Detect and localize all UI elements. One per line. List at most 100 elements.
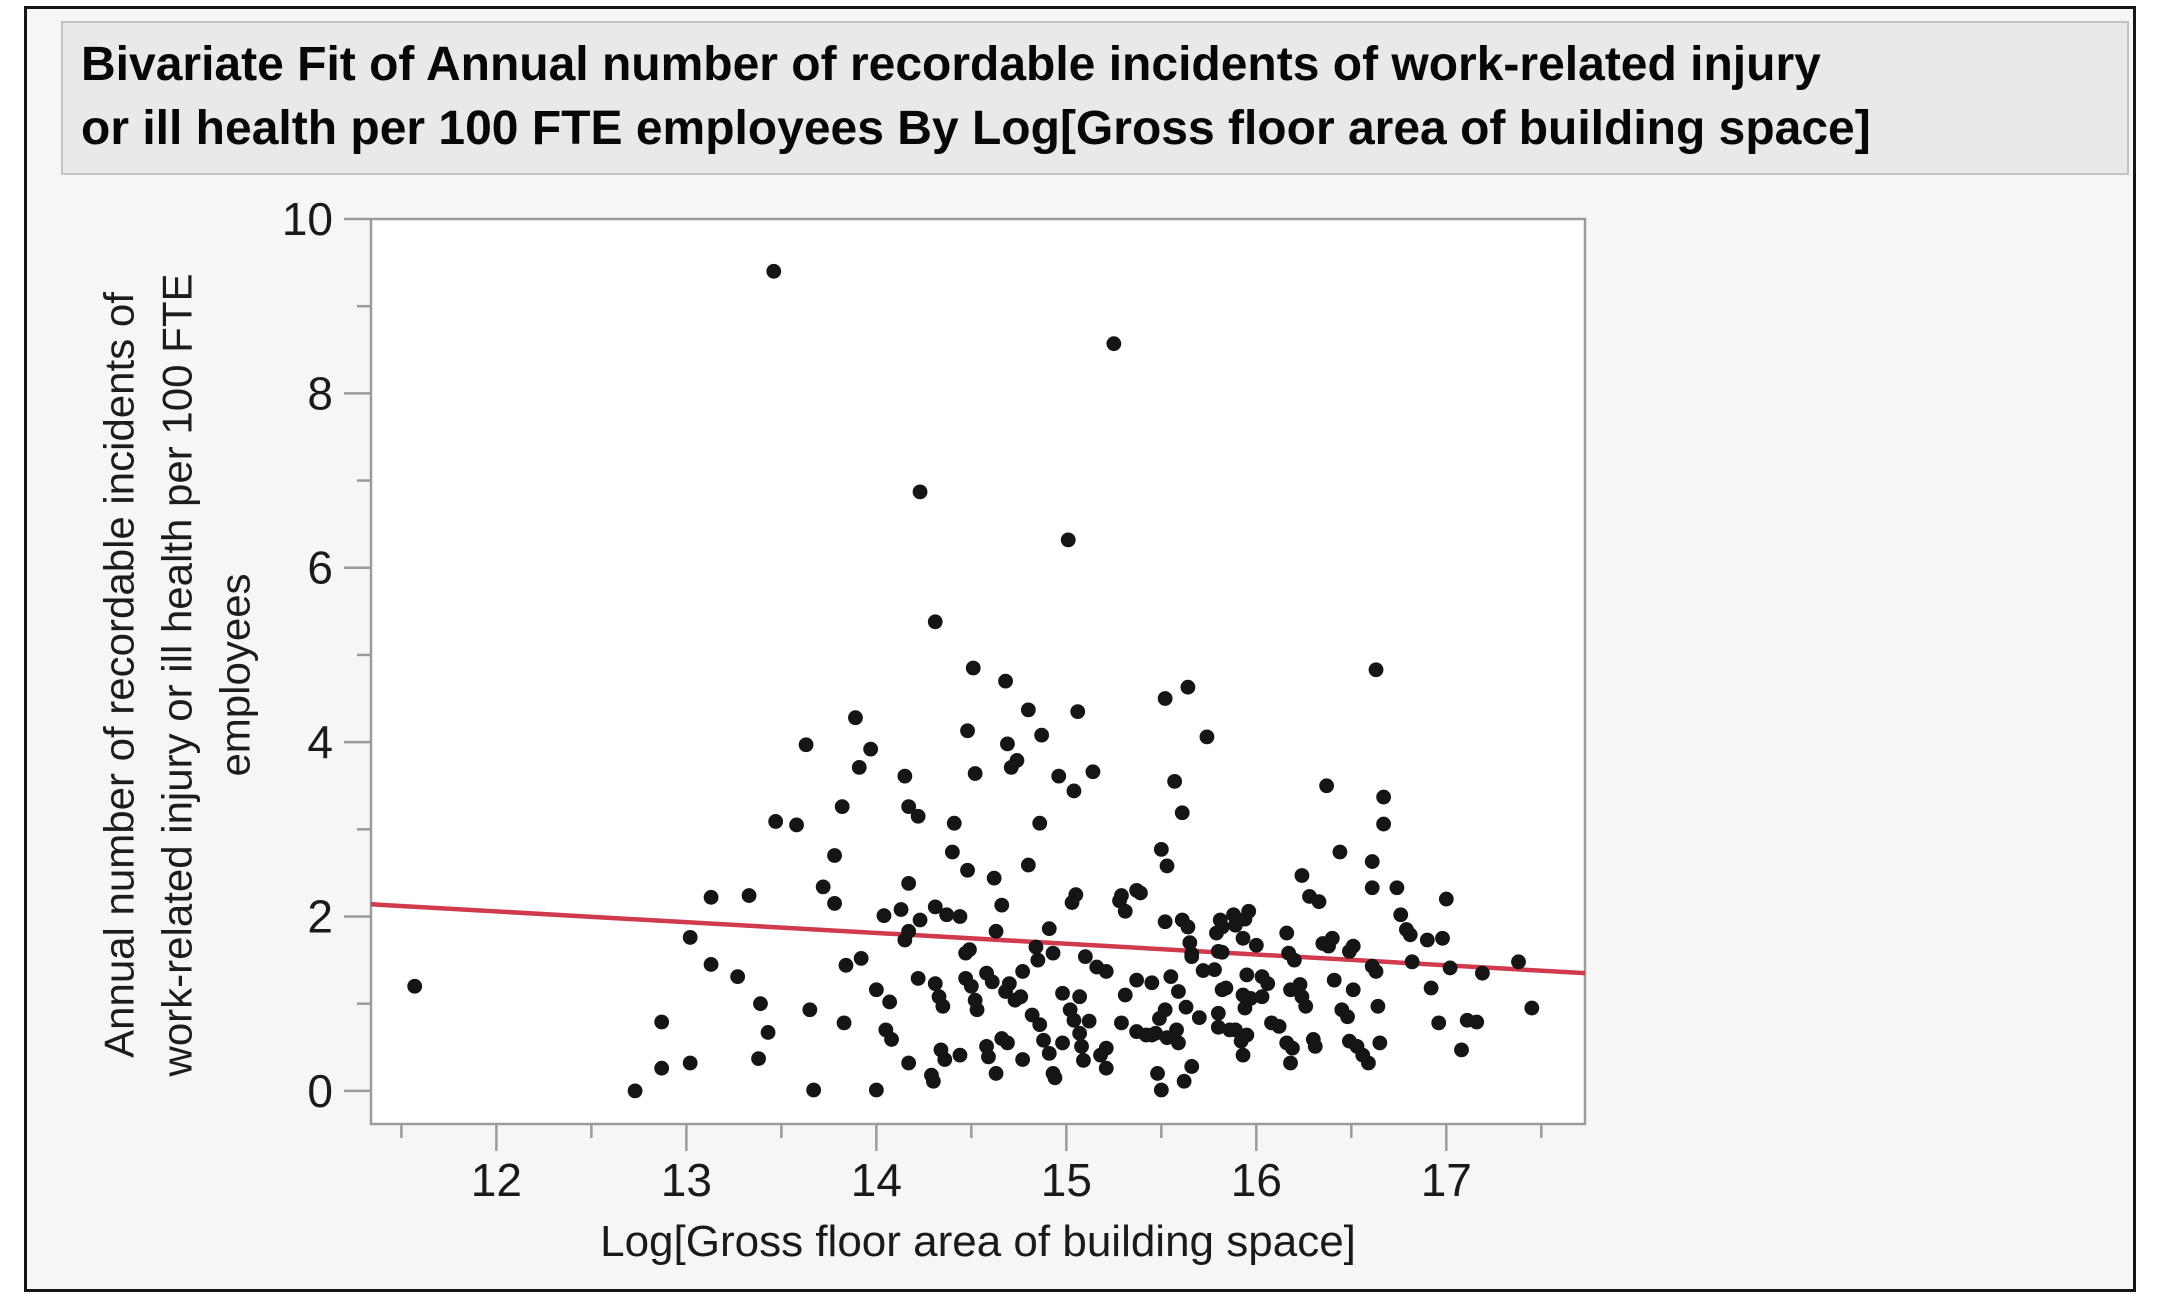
scatter-point[interactable]: [1345, 982, 1361, 998]
scatter-point[interactable]: [1207, 962, 1222, 978]
scatter-point[interactable]: [1212, 912, 1228, 928]
scatter-point[interactable]: [1248, 937, 1264, 953]
scatter-point[interactable]: [1442, 960, 1458, 976]
scatter-point[interactable]: [654, 1014, 670, 1030]
scatter-point[interactable]: [1000, 736, 1015, 752]
scatter-point[interactable]: [1157, 691, 1173, 706]
scatter-point[interactable]: [988, 1066, 1004, 1081]
scatter-point[interactable]: [1180, 679, 1196, 695]
scatter-point[interactable]: [988, 923, 1004, 939]
scatter-point[interactable]: [935, 998, 951, 1014]
scatter-point[interactable]: [1144, 1027, 1160, 1043]
scatter-point[interactable]: [1020, 857, 1036, 873]
scatter-point[interactable]: [1013, 989, 1029, 1005]
scatter-point[interactable]: [753, 996, 768, 1012]
scatter-point[interactable]: [897, 932, 913, 948]
scatter-point[interactable]: [1511, 954, 1526, 970]
scatter-point[interactable]: [998, 984, 1013, 999]
scatter-point[interactable]: [1326, 972, 1342, 988]
outline-title-bar[interactable]: Bivariate Fit of Annual number of record…: [61, 21, 2129, 175]
scatter-point[interactable]: [1285, 1040, 1300, 1056]
scatter-point[interactable]: [1077, 949, 1093, 965]
scatter-point[interactable]: [1178, 999, 1194, 1015]
scatter-point[interactable]: [1271, 1018, 1287, 1034]
scatter-point[interactable]: [1210, 1019, 1226, 1035]
scatter-point[interactable]: [682, 930, 698, 945]
scatter-point[interactable]: [939, 907, 955, 923]
scatter-point[interactable]: [1117, 903, 1133, 919]
scatter-point[interactable]: [1182, 935, 1198, 951]
scatter-point[interactable]: [1286, 952, 1302, 968]
scatter-point[interactable]: [1074, 1039, 1089, 1054]
scatter-point[interactable]: [1368, 964, 1384, 979]
scatter-point[interactable]: [827, 896, 842, 911]
scatter-point[interactable]: [1364, 854, 1380, 869]
scatter-point[interactable]: [1176, 1073, 1192, 1089]
scatter-point[interactable]: [967, 766, 983, 781]
scatter-point[interactable]: [910, 970, 926, 986]
scatter-point[interactable]: [741, 888, 757, 903]
scatter-point[interactable]: [1041, 1045, 1057, 1061]
scatter-point[interactable]: [1129, 972, 1145, 988]
scatter-point[interactable]: [963, 978, 979, 994]
scatter-point[interactable]: [1034, 727, 1050, 743]
scatter-point[interactable]: [1294, 868, 1310, 883]
scatter-point[interactable]: [1144, 975, 1160, 991]
scatter-point[interactable]: [1066, 1012, 1082, 1028]
scatter-point[interactable]: [1283, 1055, 1298, 1071]
scatter-point[interactable]: [1085, 764, 1101, 780]
scatter-point[interactable]: [1150, 1066, 1165, 1081]
scatter-point[interactable]: [1072, 1025, 1088, 1041]
scatter-point[interactable]: [984, 974, 1000, 990]
scatter-point[interactable]: [927, 976, 943, 992]
scatter-point[interactable]: [1000, 1035, 1015, 1051]
scatter-point[interactable]: [962, 942, 977, 958]
scatter-point[interactable]: [1199, 729, 1215, 745]
scatter-point[interactable]: [1228, 1022, 1243, 1038]
scatter-point[interactable]: [1045, 945, 1061, 961]
scatter-point[interactable]: [1332, 844, 1348, 860]
scatter-point[interactable]: [1370, 998, 1386, 1014]
scatter-point[interactable]: [1159, 1030, 1175, 1046]
scatter-point[interactable]: [1423, 980, 1439, 996]
scatter-point[interactable]: [703, 957, 719, 972]
scatter-point[interactable]: [912, 484, 928, 500]
scatter-point[interactable]: [1195, 963, 1211, 978]
scatter-point[interactable]: [882, 994, 898, 1010]
scatter-point[interactable]: [884, 1032, 899, 1047]
scatter-point[interactable]: [1133, 885, 1148, 901]
scatter-point[interactable]: [1419, 932, 1435, 948]
scatter-point[interactable]: [946, 815, 962, 831]
scatter-point[interactable]: [1345, 938, 1361, 954]
scatter-point[interactable]: [901, 1055, 917, 1071]
scatter-point[interactable]: [924, 1067, 939, 1083]
scatter-point[interactable]: [868, 982, 884, 998]
scatter-point[interactable]: [682, 1055, 698, 1071]
scatter-point[interactable]: [1114, 888, 1129, 903]
scatter-point[interactable]: [1028, 939, 1044, 955]
scatter-point[interactable]: [1340, 1009, 1355, 1025]
scatter-point[interactable]: [836, 1015, 852, 1031]
scatter-point[interactable]: [1402, 927, 1418, 943]
scatter-point[interactable]: [986, 870, 1002, 886]
scatter-point[interactable]: [868, 1082, 884, 1098]
scatter-point[interactable]: [1279, 925, 1295, 941]
scatter-point[interactable]: [1076, 1052, 1091, 1068]
scatter-point[interactable]: [965, 660, 981, 676]
scatter-point[interactable]: [1184, 1059, 1200, 1074]
scatter-point[interactable]: [1180, 919, 1196, 935]
scatter-point[interactable]: [1003, 760, 1019, 775]
scatter-point[interactable]: [1167, 773, 1183, 789]
scatter-point[interactable]: [1106, 336, 1122, 352]
scatter-point[interactable]: [927, 899, 943, 915]
scatter-point[interactable]: [1174, 805, 1190, 821]
scatter-point[interactable]: [1239, 967, 1255, 983]
scatter-point[interactable]: [1431, 1015, 1447, 1031]
scatter-point[interactable]: [766, 263, 782, 279]
scatter-point[interactable]: [1311, 894, 1327, 910]
scatter-point[interactable]: [1066, 783, 1082, 799]
scatter-point[interactable]: [1260, 976, 1276, 992]
scatter-point[interactable]: [827, 848, 842, 863]
scatter-point[interactable]: [1210, 943, 1226, 959]
